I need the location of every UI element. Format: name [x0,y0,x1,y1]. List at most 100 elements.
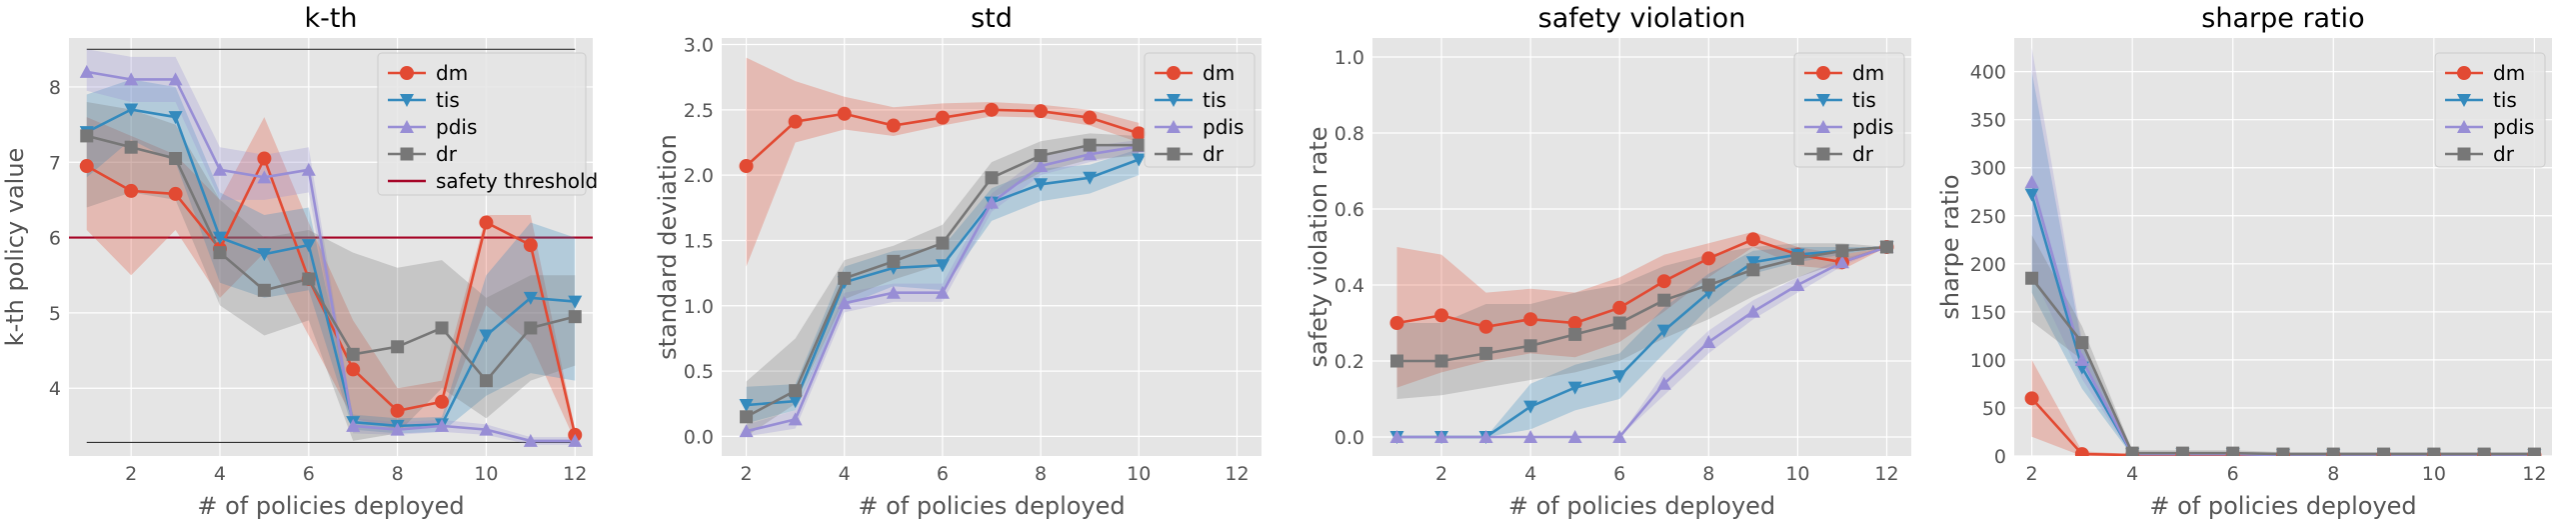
x-tick-label: 12 [2522,463,2546,485]
plot-layer [1389,231,1894,444]
data-point-dm [2074,447,2089,456]
data-point-dr [887,254,901,268]
chart-title: std [971,3,1013,34]
data-point-pdis [390,422,405,436]
data-point-pdis [479,422,494,436]
data-point-dr [2527,447,2541,456]
data-point-tis [479,329,494,343]
legend-label: tis [1203,88,1227,112]
legend-marker [1816,94,1830,107]
series-line-dr [86,134,576,383]
data-point-tis [1612,370,1627,384]
x-tick-label: 10 [1785,463,1809,485]
y-tick-label: 0.0 [684,426,714,448]
data-point-dm [435,394,450,409]
series-line-pdis [1396,245,1887,439]
x-tick-label: 12 [1874,463,1898,485]
legend-label: dr [436,142,458,166]
data-point-dm [1389,316,1404,330]
legend-marker [400,120,414,133]
y-tick-label: 350 [1970,110,2006,132]
data-point-tis [1083,171,1098,185]
y-tick-label: 1.0 [684,296,714,318]
data-point-tis [1523,400,1538,414]
legend-marker [2457,120,2471,133]
data-point-pdis [1612,430,1627,443]
data-point-pdis [257,170,272,184]
data-point-dm [1132,126,1147,141]
legend-label: dm [1203,61,1235,85]
legend-label: dm [436,61,468,85]
y-tick-label: 3.0 [684,35,714,57]
data-point-pdis [1389,430,1404,443]
sharpe-ratio-panel: 2 4 6 8 10 12 0 50 100 150 200 250 300 350 400 sharpe r… [1936,3,2552,520]
y-tick-label: 8 [49,77,61,99]
data-point-dr [435,321,449,335]
data-point-pdis [2024,175,2039,189]
data-point-pdis [301,162,316,176]
data-point-dr [80,129,94,143]
series-line-tis [86,108,576,428]
data-point-dr [1390,354,1403,368]
x-tick-label: 2 [740,463,752,485]
plot-layer [739,57,1147,438]
y-axis-label: sharpe ratio [1936,174,1964,319]
data-point-dm [1478,319,1493,334]
data-point-pdis [435,418,450,432]
data-point-dr [1034,149,1048,163]
data-point-dm [479,215,494,230]
y-tick-label: 0.4 [1334,275,1364,297]
x-tick-label: 10 [2422,463,2446,485]
data-point-dr [391,340,405,354]
data-point-dr [1612,316,1626,330]
data-point-pdis [523,433,538,447]
data-point-pdis [1034,159,1049,173]
data-point-tis [168,111,183,125]
y-tick-label: 400 [1970,62,2006,84]
data-point-dm [1656,274,1671,289]
x-tick-label: 6 [937,463,949,485]
x-tick-label: 8 [1702,463,1714,485]
data-point-dr [1657,293,1671,307]
legend-label: tis [2493,88,2517,112]
legend-label: dm [1852,61,1884,85]
kth-panel: 2 4 6 8 10 12 4 5 6 7 8 k-th # of policies deployed k… [1,3,598,520]
legend-marker [1816,147,1830,161]
data-point-dr [2025,271,2039,285]
y-tick-label: 0.5 [684,361,714,383]
series-line-dr [1396,245,1887,363]
data-point-pdis [1656,376,1671,390]
y-tick-label: 100 [1970,350,2006,372]
legend-marker [400,94,414,107]
data-point-dr [1835,244,1849,258]
data-point-tis [1656,324,1671,338]
y-axis-label: standard deviation [654,134,682,360]
data-point-pdis [1790,278,1805,291]
data-point-dm [124,183,139,198]
data-point-pdis [1567,430,1582,443]
x-tick-label: 8 [1035,463,1047,485]
x-tick-label: 10 [1127,463,1151,485]
x-tick-label: 6 [2227,463,2239,485]
data-point-dm [257,151,272,166]
y-tick-label: 1.0 [1334,47,1364,69]
data-point-tis [1132,153,1147,167]
data-point-tis [2024,188,2039,202]
legend-label: dm [2493,61,2525,85]
legend-marker [400,66,414,80]
data-point-dr [2326,447,2340,456]
x-tick-label: 8 [2327,463,2339,485]
legend-marker [1167,94,1181,107]
data-point-dr [302,272,316,286]
data-point-tis [1745,256,1760,270]
data-point-pdis [1523,430,1538,443]
y-tick-label: 0.2 [1334,351,1364,373]
legend-marker [400,147,414,161]
data-point-dm [935,110,950,125]
data-point-dm [390,403,405,418]
x-tick-label: 10 [474,463,498,485]
data-point-dm [1523,312,1538,327]
legend-label: tis [1852,88,1876,112]
legend-label: pdis [436,115,477,139]
